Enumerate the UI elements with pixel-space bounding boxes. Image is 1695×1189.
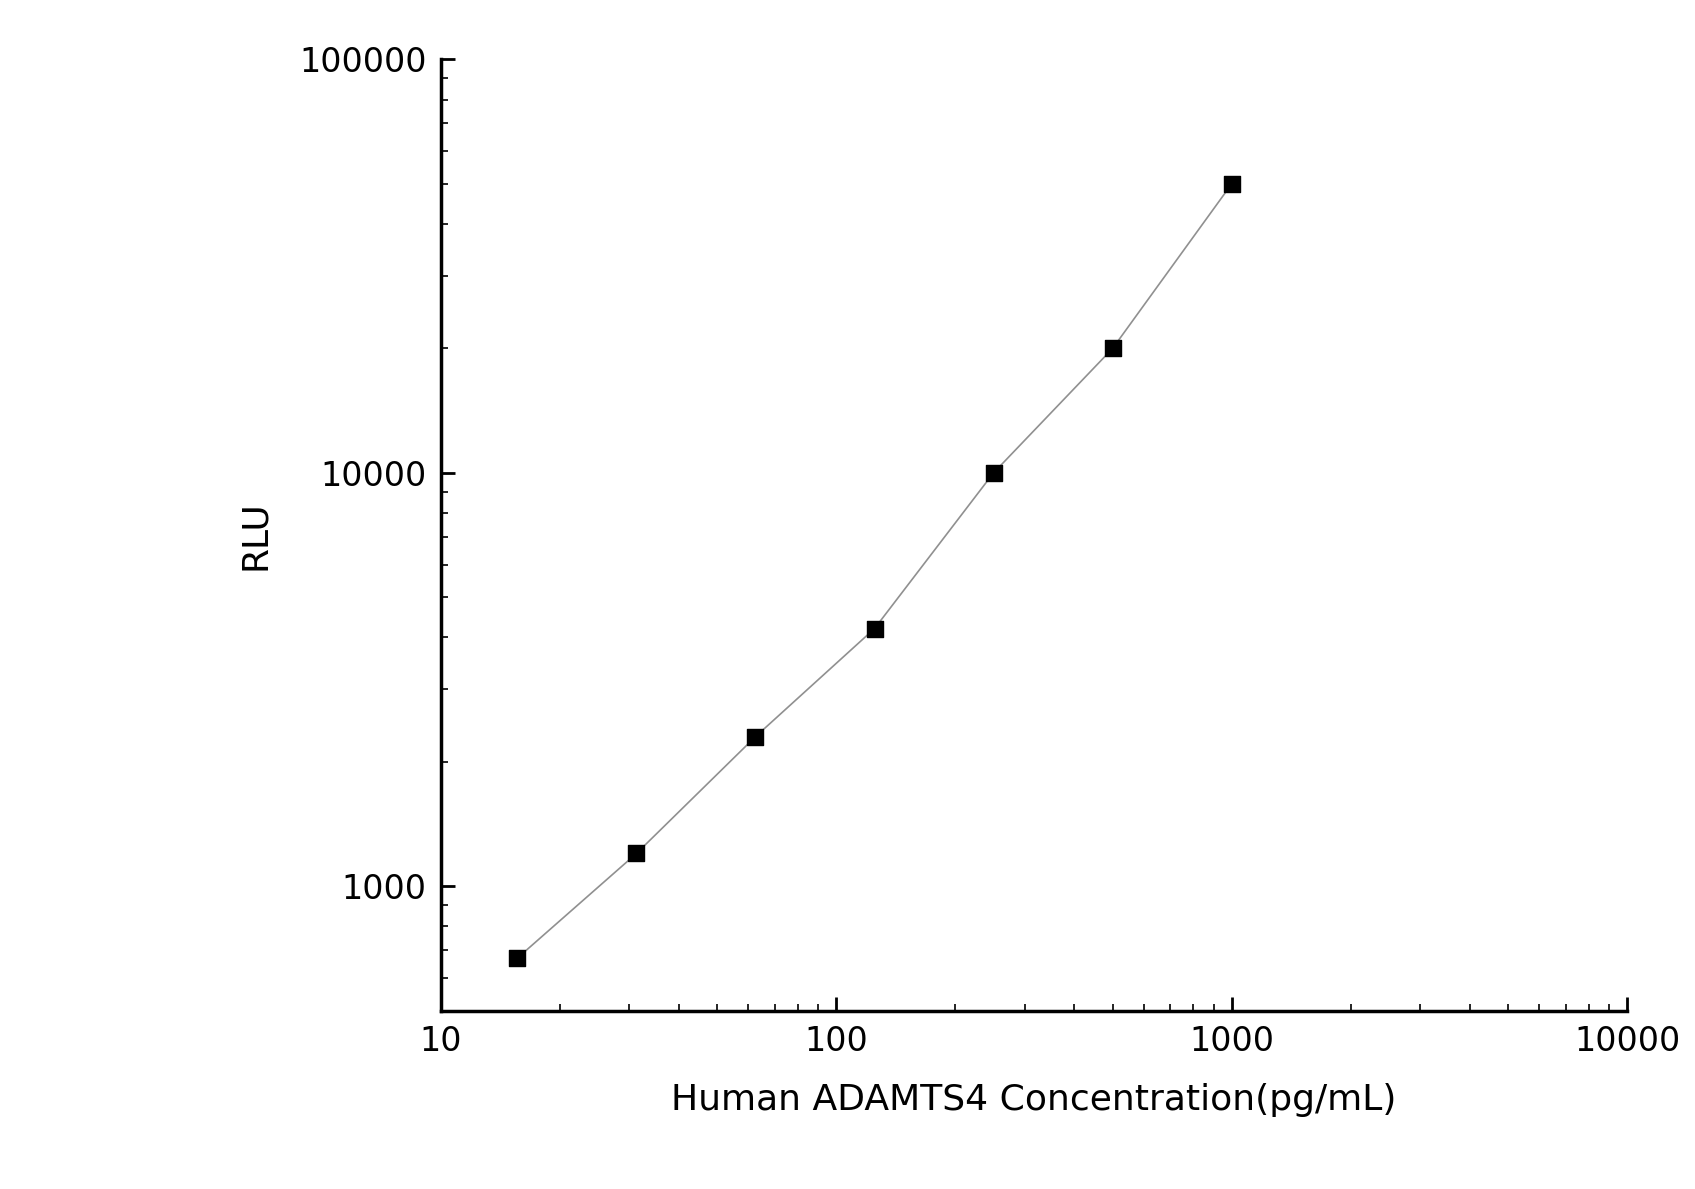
Y-axis label: RLU: RLU: [237, 501, 271, 570]
X-axis label: Human ADAMTS4 Concentration(pg/mL): Human ADAMTS4 Concentration(pg/mL): [671, 1082, 1397, 1116]
Point: [503, 949, 531, 968]
Point: [1098, 339, 1125, 358]
Point: [980, 464, 1007, 483]
Point: [1219, 175, 1246, 194]
Point: [861, 619, 888, 638]
Point: [742, 728, 770, 747]
Point: [622, 844, 649, 863]
